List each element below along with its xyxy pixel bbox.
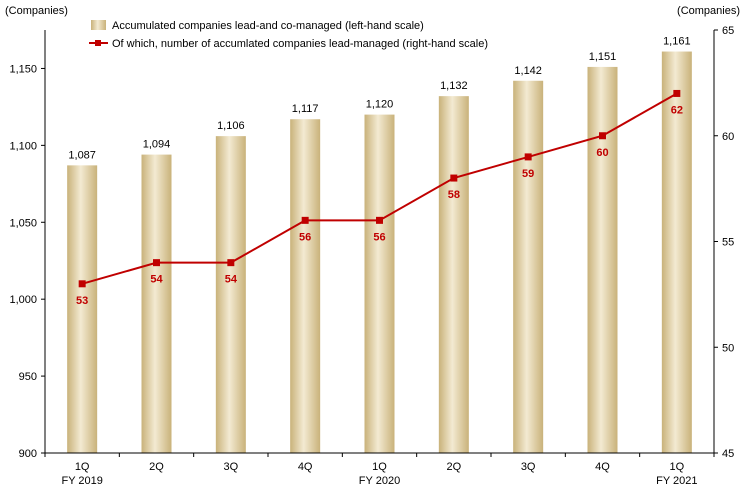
x-tick-label: 1Q [372, 461, 387, 473]
bar [661, 51, 692, 453]
x-tick-label: 2Q [149, 461, 164, 473]
bar-value-label: 1,120 [366, 99, 394, 111]
line-marker [153, 259, 160, 267]
bar-data-labels: 1,087 1,094 1,106 1,117 1,120 1,132 1,142 1,151… [68, 36, 690, 162]
x-tick-label: 3Q [223, 461, 238, 473]
x-tick-label: 1Q [75, 461, 90, 473]
line-marker [227, 259, 235, 267]
line-value-label: 56 [299, 231, 311, 243]
legend-bar-label: Accumulated companies lead-and co-manage… [112, 20, 424, 32]
bar [438, 96, 469, 453]
x-period-label: FY 2020 [359, 475, 400, 487]
line-value-label: 54 [225, 274, 238, 286]
left-tick-label: 900 [19, 448, 37, 460]
right-tick-label: 50 [722, 342, 734, 354]
x-tick-label: 4Q [298, 461, 313, 473]
bar [587, 66, 618, 453]
line-marker [450, 174, 458, 182]
line-marker [673, 89, 681, 97]
right-tick-label: 55 [722, 237, 734, 249]
left-axis-ticks: 900 950 1,000 1,050 1,100 1,150 [9, 63, 45, 460]
left-tick-label: 1,150 [9, 63, 37, 75]
line-value-label: 60 [596, 147, 608, 159]
legend-bar-swatch [91, 20, 106, 30]
bar-value-label: 1,161 [663, 36, 691, 48]
left-tick-label: 1,000 [9, 294, 37, 306]
line-marker [599, 132, 606, 140]
right-axis-unit: (Companies) [677, 5, 740, 17]
x-period-label: FY 2021 [656, 475, 697, 487]
line-value-label: 62 [671, 104, 683, 116]
bar [215, 136, 246, 453]
line-marker [301, 216, 309, 224]
bar-value-label: 1,151 [589, 51, 617, 63]
right-tick-label: 65 [722, 25, 734, 37]
line-value-label: 56 [373, 231, 385, 243]
x-axis-ticks: 1Q FY 2019 2Q 3Q 4Q 1Q FY 2020 2Q 3Q 4Q 1Q FY 2021 [44, 453, 715, 487]
right-tick-label: 45 [722, 448, 734, 460]
x-tick-label: 3Q [521, 461, 536, 473]
bar-value-label: 1,094 [143, 139, 171, 151]
line-series [78, 89, 681, 288]
left-tick-label: 1,050 [9, 217, 37, 229]
x-tick-label: 2Q [446, 461, 461, 473]
line-value-label: 54 [150, 274, 163, 286]
bar [290, 119, 321, 454]
left-tick-label: 1,100 [9, 140, 37, 152]
legend: Accumulated companies lead-and co-manage… [89, 20, 488, 50]
bar [364, 114, 395, 453]
left-axis-unit: (Companies) [5, 5, 68, 17]
bar-value-label: 1,142 [514, 65, 542, 77]
line-marker [524, 153, 532, 161]
line-marker [376, 216, 383, 224]
bar [141, 154, 172, 454]
bar-value-label: 1,087 [68, 149, 96, 161]
line-value-label: 53 [76, 295, 88, 307]
line-value-label: 58 [448, 189, 460, 201]
right-tick-label: 60 [722, 131, 734, 143]
line-value-label: 59 [522, 168, 534, 180]
right-axis-ticks: 45 50 55 60 65 [714, 25, 734, 460]
bar-value-label: 1,106 [217, 120, 245, 132]
legend-line-label: Of which, number of accumlated companies… [112, 38, 488, 50]
bar [513, 80, 544, 453]
bar-value-label: 1,117 [292, 103, 319, 115]
x-period-label: FY 2019 [61, 475, 102, 487]
left-tick-label: 950 [19, 371, 37, 383]
bar-series [67, 51, 692, 454]
line-data-labels: 53 54 54 56 56 58 59 60 62 [76, 104, 683, 306]
x-tick-label: 4Q [595, 461, 610, 473]
line-marker [78, 280, 86, 288]
bar [67, 165, 98, 454]
legend-line-marker [95, 40, 101, 46]
x-tick-label: 1Q [669, 461, 684, 473]
bar-value-label: 1,132 [440, 80, 468, 92]
